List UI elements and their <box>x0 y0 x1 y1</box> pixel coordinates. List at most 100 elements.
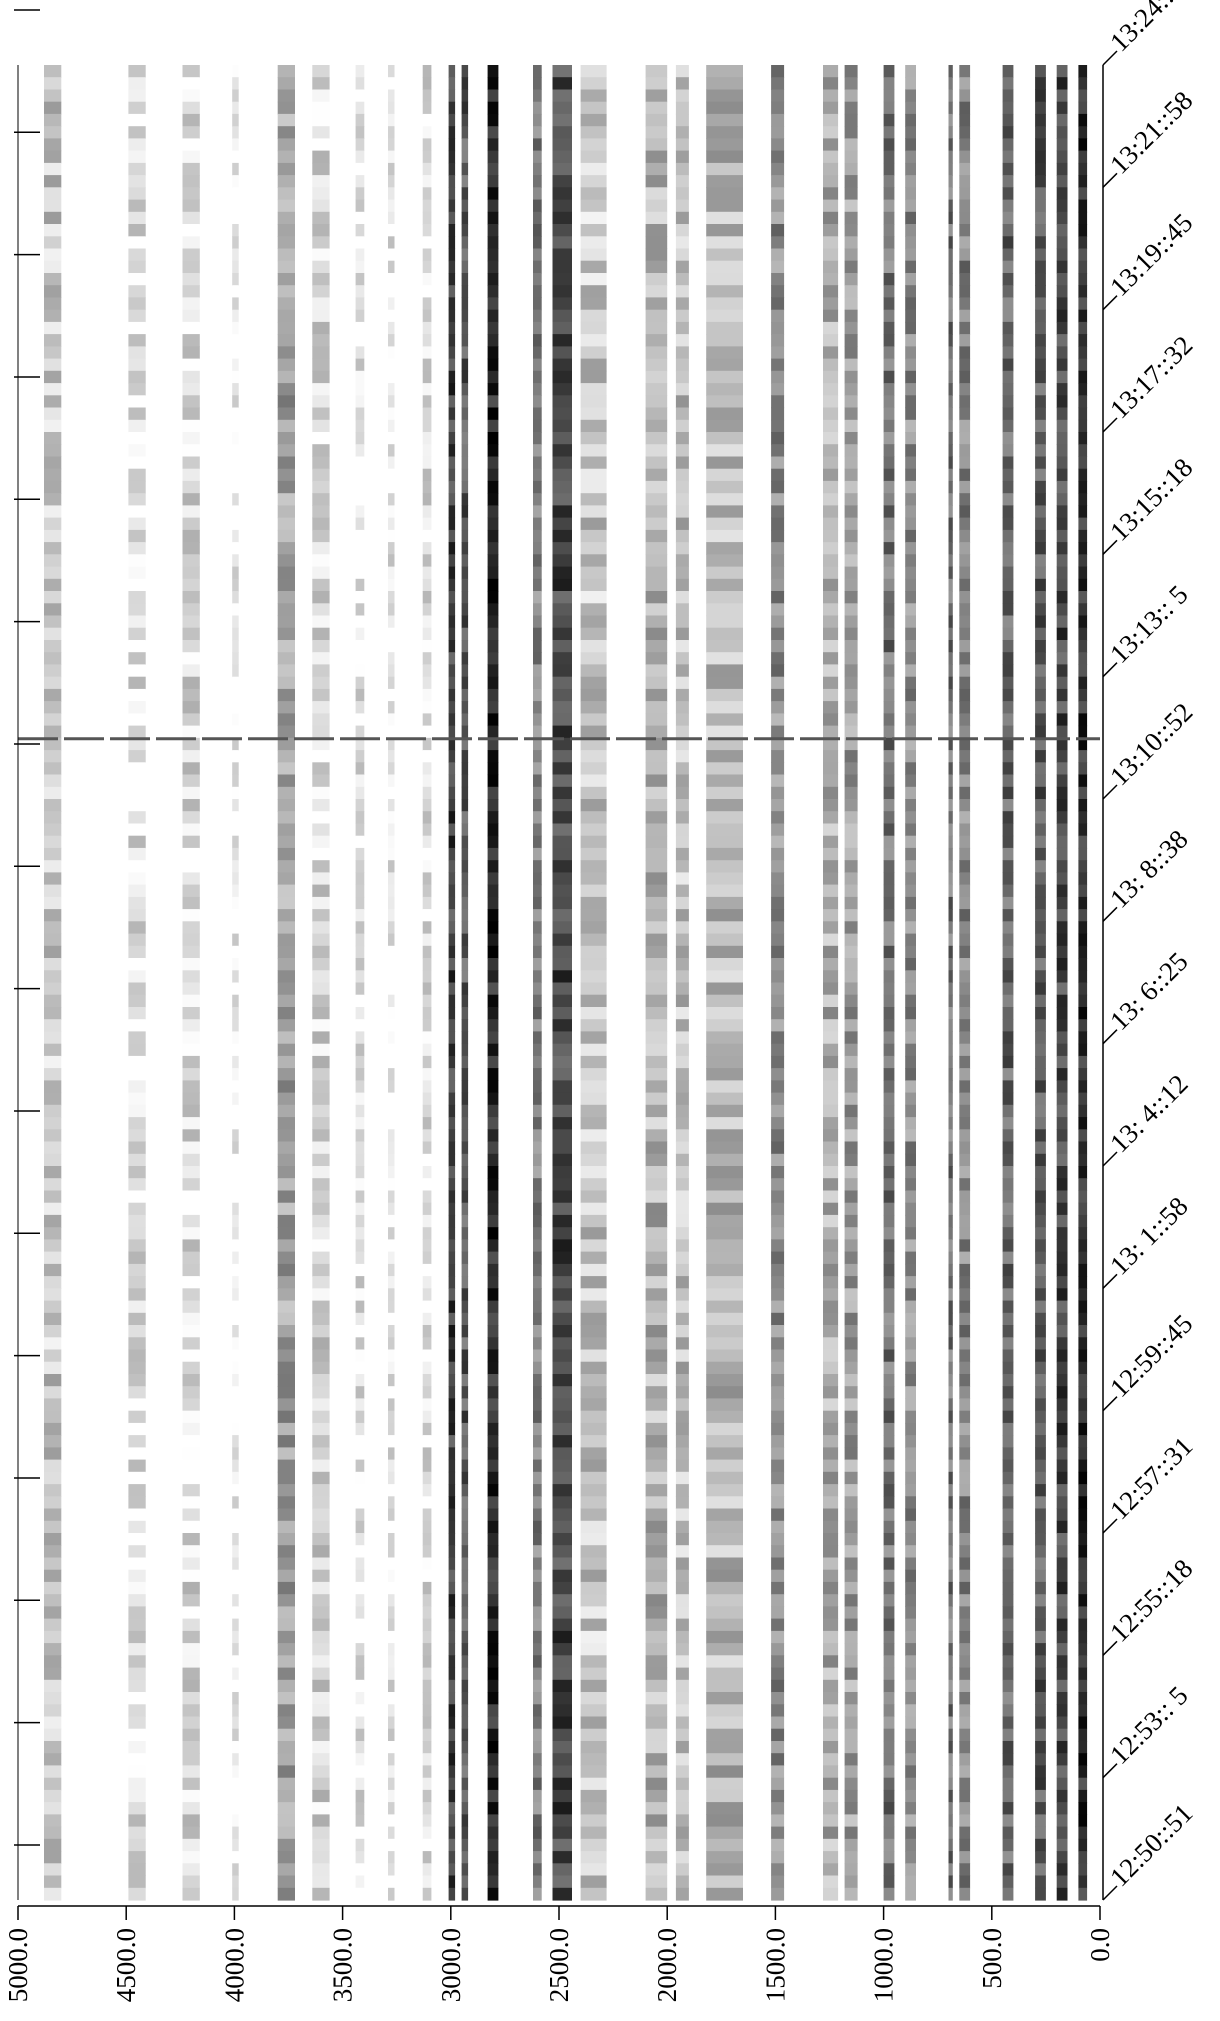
heatmap-cell <box>461 1533 469 1546</box>
heatmap-cell <box>128 468 146 482</box>
heatmap-cell <box>580 1643 607 1656</box>
heatmap-cell <box>883 517 895 531</box>
heatmap-cell <box>823 444 839 457</box>
heatmap-cell <box>448 407 456 421</box>
heatmap-cell <box>948 1777 953 1791</box>
heatmap-cell <box>1078 224 1088 237</box>
heatmap-cell <box>533 419 542 433</box>
heatmap-cell <box>844 921 858 935</box>
heatmap-cell <box>533 517 542 531</box>
heatmap-cell <box>823 1496 839 1510</box>
heatmap-cell <box>312 1141 330 1155</box>
heatmap-cell <box>128 1606 146 1620</box>
heatmap-cell <box>448 432 456 445</box>
heatmap-cell <box>182 1887 200 1901</box>
heatmap-cell <box>533 1104 542 1118</box>
heatmap-cell <box>44 1569 62 1583</box>
heatmap-cell <box>312 138 330 152</box>
heatmap-cell <box>182 1471 200 1485</box>
heatmap-cell <box>533 65 542 78</box>
heatmap-cell <box>232 1545 239 1558</box>
heatmap-cell <box>128 884 146 898</box>
heatmap-cell <box>580 1618 607 1632</box>
heatmap-cell <box>580 1875 607 1889</box>
heatmap-cell <box>533 285 542 298</box>
heatmap-cell <box>948 480 953 494</box>
heatmap-cell <box>487 1117 499 1130</box>
heatmap-cell <box>844 1863 858 1877</box>
heatmap-cell <box>675 1679 689 1693</box>
heatmap-cell <box>823 407 839 421</box>
heatmap-cell <box>232 1019 239 1032</box>
heatmap-cell <box>1035 1300 1046 1314</box>
heatmap-cell <box>277 1312 295 1326</box>
heatmap-cell <box>128 1080 146 1094</box>
heatmap-cell <box>905 823 916 837</box>
heatmap-cell <box>422 1741 432 1754</box>
heatmap-cell <box>844 762 858 776</box>
heatmap-cell <box>1078 1239 1088 1253</box>
heatmap-cell <box>44 419 62 433</box>
heatmap-cell <box>675 786 689 800</box>
heatmap-cell <box>232 762 239 776</box>
heatmap-cell <box>388 1618 395 1632</box>
heatmap-cell <box>44 1716 62 1730</box>
heatmap-cell <box>905 1007 916 1020</box>
heatmap-cell <box>128 1435 146 1448</box>
heatmap-cell <box>844 896 858 910</box>
heatmap-cell <box>675 1214 689 1228</box>
heatmap-cell <box>706 1104 743 1118</box>
heatmap-cell <box>552 1410 572 1424</box>
heatmap-cell <box>552 150 572 164</box>
heatmap-cell <box>959 688 971 702</box>
heatmap-cell <box>182 872 200 886</box>
heatmap-cell <box>1056 1496 1068 1510</box>
heatmap-cell <box>277 1838 295 1852</box>
heatmap-cell <box>771 260 785 274</box>
heatmap-cell <box>552 627 572 641</box>
heatmap-cell <box>487 737 499 751</box>
heatmap-cell <box>312 1557 330 1571</box>
heatmap-cell <box>1002 1643 1014 1656</box>
heatmap-cell <box>771 383 785 396</box>
heatmap-band <box>771 65 785 1901</box>
heatmap-cell <box>706 1031 743 1045</box>
heatmap-cell <box>44 1728 62 1742</box>
heatmap-cell <box>232 1692 239 1705</box>
heatmap-cell <box>580 1802 607 1815</box>
heatmap-cell <box>823 517 839 531</box>
heatmap-cell <box>487 1557 499 1571</box>
heatmap-cell <box>388 1312 395 1326</box>
heatmap-cell <box>533 799 542 812</box>
heatmap-cell <box>232 1447 239 1461</box>
heatmap-cell <box>355 762 365 776</box>
heatmap-cell <box>533 933 542 947</box>
heatmap-cell <box>580 603 607 617</box>
heatmap-cell <box>1056 970 1068 984</box>
heatmap-cell <box>533 101 542 115</box>
heatmap-cell <box>44 1496 62 1510</box>
heatmap-cell <box>232 1117 239 1130</box>
heatmap-cell <box>675 1190 689 1204</box>
heatmap-cell <box>533 1153 542 1167</box>
heatmap-cell <box>1035 884 1046 898</box>
heatmap-cell <box>128 101 146 115</box>
heatmap-cell <box>905 1459 916 1473</box>
heatmap-cell <box>706 835 743 849</box>
heatmap-cell <box>422 933 432 947</box>
heatmap-cell <box>675 945 689 959</box>
heatmap-cell <box>1056 65 1068 78</box>
heatmap-cell <box>1056 1043 1068 1057</box>
heatmap-cell <box>388 1704 395 1718</box>
heatmap-cell <box>1056 652 1068 665</box>
heatmap-cell <box>232 456 239 470</box>
heatmap-cell <box>552 811 572 824</box>
heatmap-cell <box>388 835 395 849</box>
heatmap-cell <box>461 395 469 409</box>
heatmap-cell <box>461 1214 469 1228</box>
heatmap-cell <box>232 1851 239 1864</box>
heatmap-cell <box>645 321 668 335</box>
heatmap-cell <box>1078 1887 1088 1901</box>
heatmap-cell <box>422 199 432 213</box>
heatmap-cell <box>232 211 239 225</box>
